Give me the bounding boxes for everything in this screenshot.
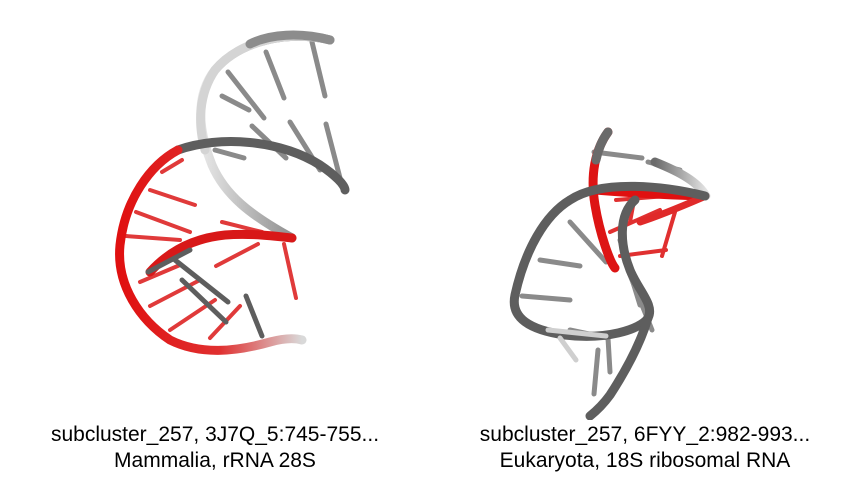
structure-panel-left: subcluster_257, 3J7Q_5:745-755... Mammal… — [0, 30, 430, 474]
base-sticks-upper — [212, 39, 343, 181]
caption-right-title: subcluster_257, 6FYY_2:982-993... — [479, 423, 811, 446]
caption-left: subcluster_257, 3J7Q_5:745-755... Mammal… — [0, 422, 430, 474]
rna-3d-render-left — [115, 30, 350, 355]
rna-3d-render-right — [509, 127, 711, 420]
caption-left-title: subcluster_257, 3J7Q_5:745-755... — [50, 423, 380, 446]
base-sticks-dark — [145, 247, 265, 339]
caption-left-subtitle: Mammalia, rRNA 28S — [114, 449, 316, 472]
base-sticks-red — [124, 158, 298, 340]
structure-panel-right: subcluster_257, 6FYY_2:982-993... Eukary… — [430, 0, 860, 480]
backbone-strand-dark — [173, 137, 350, 195]
backbone-strand-red — [115, 145, 307, 355]
base-sticks-light — [545, 327, 609, 363]
caption-right: subcluster_257, 6FYY_2:982-993... Eukary… — [430, 422, 860, 474]
caption-right-subtitle: Eukaryota, 18S ribosomal RNA — [499, 449, 791, 472]
